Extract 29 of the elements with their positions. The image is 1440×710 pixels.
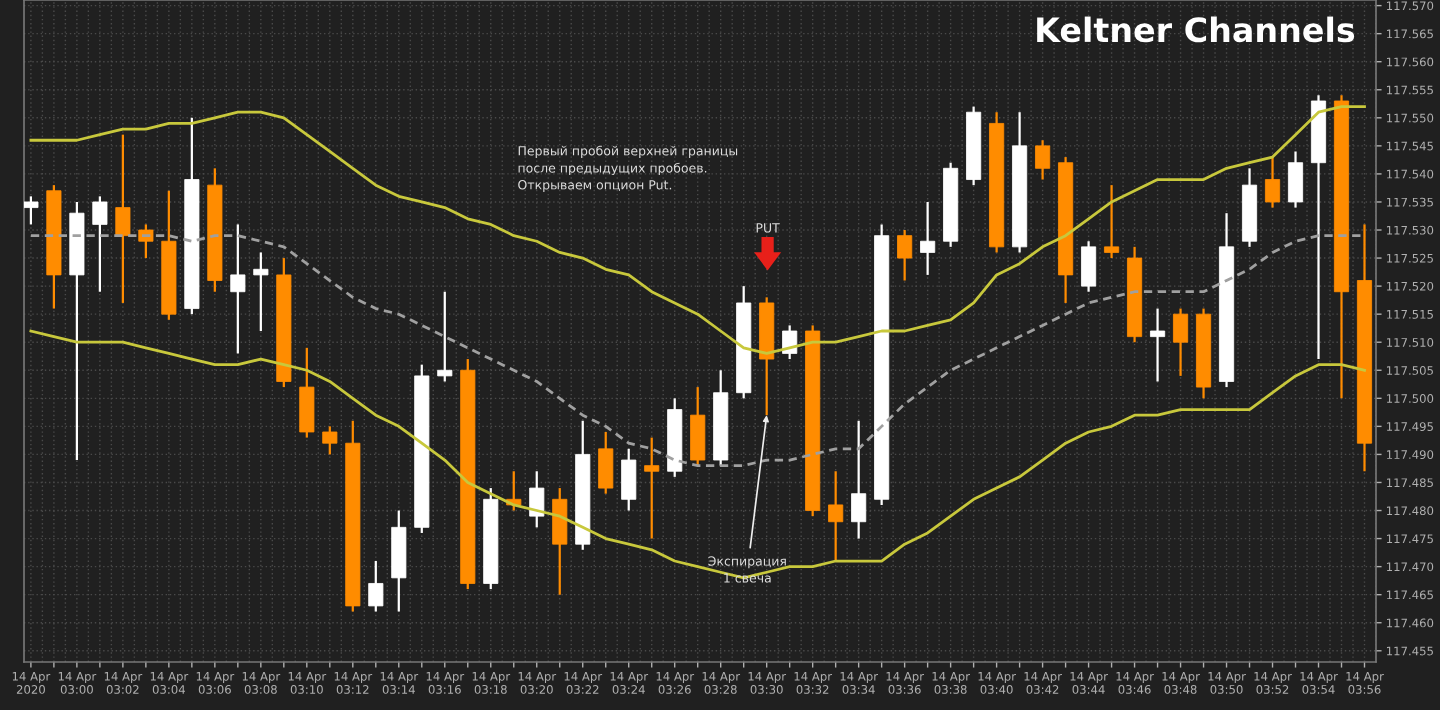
- candlestick: [437, 290, 453, 383]
- candlestick: [598, 430, 614, 495]
- candlestick: [552, 486, 568, 596]
- candlestick: [828, 470, 844, 563]
- line-series: [29, 105, 1366, 355]
- candlestick: [253, 251, 269, 333]
- candlestick: [1104, 184, 1120, 260]
- candlestick: [322, 425, 338, 456]
- candlestick: [299, 346, 315, 439]
- candlestick: [897, 228, 913, 282]
- candlestick: [24, 195, 39, 226]
- candlestick: [1173, 307, 1189, 377]
- candlestick: [621, 447, 637, 512]
- candlestick: [230, 223, 246, 355]
- chart-title: Keltner Channels: [1037, 16, 1355, 43]
- candlestick: [1150, 307, 1166, 383]
- candlestick: [1035, 139, 1051, 181]
- candlestick: [529, 470, 545, 529]
- line-series: [29, 329, 1366, 580]
- candlestick: [368, 559, 384, 613]
- candlestick: [1081, 240, 1097, 293]
- candlestick: [1264, 155, 1281, 209]
- candlestick: [1287, 150, 1304, 209]
- candlestick: [92, 195, 108, 293]
- candlestick: [690, 385, 706, 467]
- candlestick: [115, 133, 131, 305]
- candlestick: [920, 200, 936, 277]
- candlestick: [644, 436, 660, 540]
- candlestick: [851, 419, 867, 540]
